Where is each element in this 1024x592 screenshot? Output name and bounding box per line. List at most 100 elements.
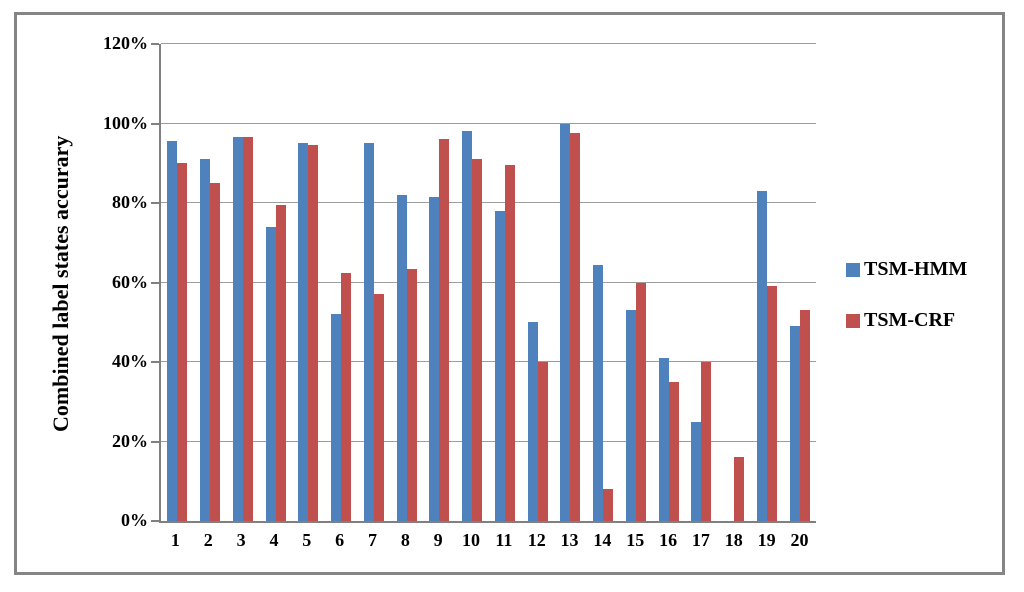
bar-tsm-hmm-12 xyxy=(527,322,538,521)
x-tick-label: 7 xyxy=(367,530,377,550)
gridline xyxy=(161,202,816,203)
bar-group-17 xyxy=(685,44,718,521)
x-tick-label: 16 xyxy=(659,530,678,550)
bar-tsm-hmm-6 xyxy=(331,314,342,521)
bar-tsm-hmm-19 xyxy=(756,191,767,521)
bar-tsm-hmm-13 xyxy=(560,123,571,521)
y-axis-tickmark xyxy=(151,520,159,522)
y-tick-label: 120% xyxy=(103,33,148,53)
bar-group-18 xyxy=(718,44,751,521)
gridline xyxy=(161,440,816,442)
y-tick-label: 40% xyxy=(112,351,148,371)
bar-tsm-hmm-20 xyxy=(789,326,800,521)
bar-tsm-hmm-2 xyxy=(200,159,211,521)
legend-label: TSM-CRF xyxy=(864,309,956,331)
bar-tsm-crf-1 xyxy=(177,163,188,521)
bar-group-1 xyxy=(161,44,194,521)
x-tick-label: 20 xyxy=(790,530,809,550)
x-tick-label: 4 xyxy=(269,530,279,550)
x-tick-label: 13 xyxy=(560,530,579,550)
bar-group-3 xyxy=(227,44,260,521)
bar-group-11 xyxy=(489,44,522,521)
bar-tsm-crf-5 xyxy=(308,145,319,521)
bar-group-10 xyxy=(456,44,489,521)
bar-group-2 xyxy=(194,44,227,521)
bar-group-12 xyxy=(521,44,554,521)
x-tick-label: 17 xyxy=(691,530,710,550)
bar-tsm-crf-15 xyxy=(635,282,646,521)
plot-area xyxy=(151,43,816,523)
x-tick-label: 11 xyxy=(495,530,513,550)
legend: TSM-HMM TSM-CRF xyxy=(846,258,967,360)
bar-tsm-crf-12 xyxy=(537,362,548,521)
bar-group-9 xyxy=(423,44,456,521)
bar-tsm-crf-14 xyxy=(603,489,614,521)
x-tick-label: 1 xyxy=(170,530,180,550)
bar-tsm-crf-3 xyxy=(242,137,253,521)
x-tick-label: 6 xyxy=(335,530,345,550)
bar-group-15 xyxy=(620,44,653,521)
x-tick-label: 15 xyxy=(626,530,645,550)
x-tick-label: 5 xyxy=(302,530,312,550)
bar-tsm-crf-4 xyxy=(275,205,286,521)
bar-tsm-hmm-3 xyxy=(232,137,243,521)
bar-tsm-crf-19 xyxy=(766,286,777,521)
bar-tsm-crf-17 xyxy=(701,362,712,521)
gridline xyxy=(161,43,816,44)
x-tick-label: 10 xyxy=(462,530,481,550)
x-axis-tick-labels: 1 2 3 4 5 6 7 8 9 10 11 12 13 14 15 16 17 18 19 20 xyxy=(159,530,816,556)
bar-tsm-hmm-10 xyxy=(462,131,473,521)
gridline xyxy=(161,361,816,362)
bar-tsm-hmm-17 xyxy=(691,421,702,521)
bar-group-7 xyxy=(358,44,391,521)
x-tick-label: 2 xyxy=(203,530,213,550)
y-tick-label: 20% xyxy=(112,430,148,451)
bar-tsm-hmm-9 xyxy=(429,197,440,521)
bar-group-4 xyxy=(259,44,292,521)
gridline xyxy=(161,122,816,124)
bar-tsm-crf-11 xyxy=(504,165,515,521)
bar-group-20 xyxy=(783,44,816,521)
bar-tsm-crf-16 xyxy=(668,381,679,521)
bar-tsm-hmm-7 xyxy=(363,143,374,521)
bar-group-6 xyxy=(325,44,358,521)
legend-item-tsm-hmm: TSM-HMM xyxy=(846,258,967,281)
y-axis-tickmark xyxy=(151,440,159,443)
bar-tsm-crf-18 xyxy=(734,457,745,521)
y-tick-label: 80% xyxy=(112,192,148,212)
y-axis-tickmark xyxy=(151,122,159,125)
legend-label: TSM-HMM xyxy=(864,258,968,280)
bars-layer xyxy=(161,44,816,521)
bar-tsm-crf-8 xyxy=(406,268,417,521)
bar-group-8 xyxy=(390,44,423,521)
legend-item-tsm-crf: TSM-CRF xyxy=(846,309,967,332)
bar-group-14 xyxy=(587,44,620,521)
bar-tsm-crf-6 xyxy=(341,272,352,521)
bar-tsm-crf-2 xyxy=(210,183,221,521)
bar-group-16 xyxy=(652,44,685,521)
x-tick-label: 14 xyxy=(593,530,612,550)
bar-tsm-hmm-14 xyxy=(593,264,604,521)
bar-tsm-hmm-4 xyxy=(265,226,276,521)
x-tick-label: 19 xyxy=(757,530,776,550)
legend-swatch-icon xyxy=(846,313,860,328)
bar-group-13 xyxy=(554,44,587,521)
x-tick-label: 9 xyxy=(433,530,443,550)
bar-group-5 xyxy=(292,44,325,521)
bar-tsm-crf-10 xyxy=(472,159,483,521)
x-tick-label: 18 xyxy=(724,530,743,550)
legend-swatch-icon xyxy=(846,262,860,277)
x-tick-label: 3 xyxy=(236,530,246,550)
y-tick-label: 60% xyxy=(112,271,148,292)
bar-tsm-hmm-8 xyxy=(396,195,407,521)
bar-tsm-hmm-5 xyxy=(298,143,309,521)
y-axis-tickmark xyxy=(151,281,159,284)
x-tick-label: 8 xyxy=(400,530,410,550)
y-tick-label: 0% xyxy=(121,510,148,530)
bar-tsm-hmm-16 xyxy=(658,358,669,521)
y-axis-tickmark xyxy=(151,202,159,204)
bar-tsm-crf-9 xyxy=(439,139,450,521)
bar-tsm-crf-13 xyxy=(570,133,581,521)
y-axis-tickmark xyxy=(151,361,159,363)
